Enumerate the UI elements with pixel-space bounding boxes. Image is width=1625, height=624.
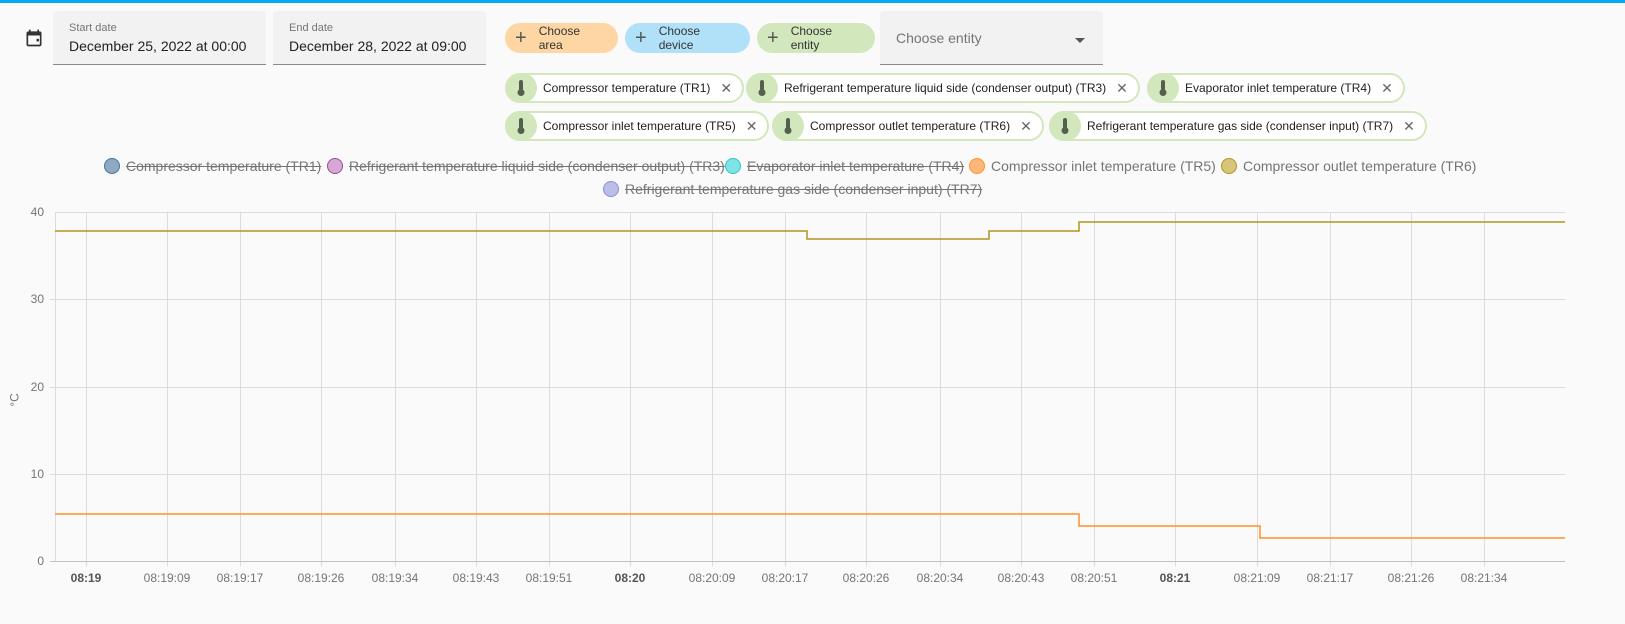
start-date-value: December 25, 2022 at 00:00 xyxy=(69,38,247,54)
x-tick: 08:21:17 xyxy=(1306,571,1354,585)
x-tick: 08:19:26 xyxy=(297,571,345,585)
choose-area-button[interactable]: + Choose area xyxy=(505,23,618,53)
thermometer-icon xyxy=(772,111,804,141)
remove-chip-icon[interactable]: ✕ xyxy=(1116,79,1128,96)
y-tick: 20 xyxy=(30,380,44,394)
remove-chip-icon[interactable]: ✕ xyxy=(1403,117,1415,134)
series-tr6-line xyxy=(55,221,1565,240)
y-tick: 0 xyxy=(37,554,44,568)
legend-dot-icon xyxy=(327,158,343,174)
x-tick: 08:20:26 xyxy=(842,571,890,585)
legend-item-tr5[interactable]: Compressor inlet temperature (TR5) xyxy=(969,158,1216,174)
legend-label: Compressor inlet temperature (TR5) xyxy=(991,158,1216,174)
start-date-field[interactable]: Start date December 25, 2022 at 00:00 xyxy=(53,11,266,65)
choose-entity-label: Choose entity xyxy=(790,24,833,52)
x-tick: 08:19:09 xyxy=(143,571,191,585)
start-date-label: Start date xyxy=(69,22,117,34)
x-tick: 08:20:51 xyxy=(1070,571,1118,585)
legend-item-tr4[interactable]: Evaporator inlet temperature (TR4) xyxy=(725,158,964,174)
x-tick: 08:20:17 xyxy=(761,571,809,585)
chip-label: Refrigerant temperature gas side (conden… xyxy=(1087,119,1394,133)
remove-chip-icon[interactable]: ✕ xyxy=(720,79,733,96)
legend-item-tr1[interactable]: Compressor temperature (TR1) xyxy=(104,158,321,174)
end-date-value: December 28, 2022 at 09:00 xyxy=(289,38,467,54)
legend-item-tr3[interactable]: Refrigerant temperature liquid side (con… xyxy=(327,158,725,174)
x-tick: 08:21:09 xyxy=(1233,571,1281,585)
legend-label: Refrigerant temperature liquid side (con… xyxy=(349,158,725,174)
calendar-icon[interactable] xyxy=(24,28,44,48)
legend-item-tr7[interactable]: Refrigerant temperature gas side (conden… xyxy=(603,181,982,197)
series-tr5-line xyxy=(55,513,1565,539)
chip-label: Evaporator inlet temperature (TR4) xyxy=(1185,81,1372,95)
x-tick: 08:21:34 xyxy=(1460,571,1508,585)
choose-device-button[interactable]: + Choose device xyxy=(625,23,750,53)
x-tick: 08:20 xyxy=(614,571,646,585)
x-tick: 08:20:43 xyxy=(997,571,1045,585)
end-date-label: End date xyxy=(289,22,334,34)
entity-select-placeholder: Choose entity xyxy=(896,29,982,46)
x-tick: 08:21:26 xyxy=(1387,571,1435,585)
x-tick: 08:19 xyxy=(70,571,102,585)
y-tick: 10 xyxy=(30,467,44,481)
entity-chip: Evaporator inlet temperature (TR4) ✕ xyxy=(1147,73,1405,103)
legend-dot-icon xyxy=(969,158,985,174)
chip-label: Compressor outlet temperature (TR6) xyxy=(810,119,1011,133)
entity-chip: Compressor outlet temperature (TR6) ✕ xyxy=(772,111,1044,141)
chip-label: Compressor inlet temperature (TR5) xyxy=(543,119,736,133)
entity-chip: Refrigerant temperature liquid side (con… xyxy=(746,73,1140,103)
remove-chip-icon[interactable]: ✕ xyxy=(745,117,758,134)
plus-icon: + xyxy=(767,27,779,49)
entity-chip: Refrigerant temperature gas side (conden… xyxy=(1049,111,1427,141)
thermometer-icon xyxy=(746,73,778,103)
choose-device-label: Choose device xyxy=(658,24,701,52)
chip-label: Refrigerant temperature liquid side (con… xyxy=(784,81,1107,95)
legend-dot-icon xyxy=(1221,158,1237,174)
choose-entity-button[interactable]: + Choose entity xyxy=(757,23,875,53)
plus-icon: + xyxy=(635,27,647,49)
x-tick: 08:20:09 xyxy=(688,571,736,585)
legend-label: Compressor temperature (TR1) xyxy=(126,158,322,174)
entity-chip: Compressor inlet temperature (TR5) ✕ xyxy=(505,111,770,141)
legend-dot-icon xyxy=(725,158,741,174)
x-tick: 08:20:34 xyxy=(916,571,964,585)
legend-item-tr6[interactable]: Compressor outlet temperature (TR6) xyxy=(1221,158,1476,174)
entity-select[interactable]: Choose entity xyxy=(880,11,1103,65)
remove-chip-icon[interactable]: ✕ xyxy=(1020,117,1032,134)
top-accent-bar xyxy=(0,0,1625,3)
thermometer-icon xyxy=(505,73,537,103)
x-tick: 08:21 xyxy=(1159,571,1191,585)
x-tick: 08:19:51 xyxy=(525,571,573,585)
legend-label: Evaporator inlet temperature (TR4) xyxy=(747,158,965,174)
choose-area-label: Choose area xyxy=(538,24,581,52)
x-tick: 08:19:34 xyxy=(371,571,419,585)
y-tick: 40 xyxy=(30,205,44,219)
legend-label: Compressor outlet temperature (TR6) xyxy=(1243,158,1477,174)
x-tick: 08:19:17 xyxy=(216,571,264,585)
plus-icon: + xyxy=(515,27,527,49)
entity-chip: Compressor temperature (TR1) ✕ xyxy=(505,73,745,103)
end-date-field[interactable]: End date December 28, 2022 at 09:00 xyxy=(273,11,486,65)
y-tick: 30 xyxy=(30,292,44,306)
thermometer-icon xyxy=(1147,73,1179,103)
legend-dot-icon xyxy=(104,158,120,174)
x-tick: 08:19:43 xyxy=(452,571,500,585)
legend-dot-icon xyxy=(603,181,619,197)
thermometer-icon xyxy=(505,111,537,141)
dropdown-arrow-icon[interactable] xyxy=(1075,38,1085,43)
legend-label: Refrigerant temperature gas side (conden… xyxy=(625,181,983,197)
remove-chip-icon[interactable]: ✕ xyxy=(1381,79,1393,96)
chip-label: Compressor temperature (TR1) xyxy=(543,81,711,95)
thermometer-icon xyxy=(1049,111,1081,141)
